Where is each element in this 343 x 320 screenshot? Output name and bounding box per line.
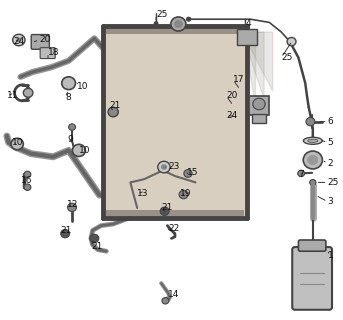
Text: 21: 21	[91, 242, 102, 251]
FancyBboxPatch shape	[103, 26, 247, 218]
Circle shape	[158, 161, 170, 173]
FancyBboxPatch shape	[106, 27, 244, 34]
Polygon shape	[204, 32, 247, 155]
Text: 10: 10	[77, 82, 89, 91]
Circle shape	[62, 77, 75, 90]
Polygon shape	[238, 32, 247, 123]
Polygon shape	[247, 32, 256, 107]
Text: 20: 20	[39, 36, 51, 44]
Text: 12: 12	[67, 200, 78, 209]
Ellipse shape	[304, 137, 322, 144]
Text: 16: 16	[21, 176, 32, 185]
FancyBboxPatch shape	[252, 114, 266, 123]
Text: 21: 21	[110, 101, 121, 110]
Text: 21: 21	[161, 204, 173, 212]
Text: 22: 22	[168, 224, 179, 233]
Text: 23: 23	[168, 162, 179, 171]
Text: 25: 25	[328, 178, 339, 187]
Circle shape	[307, 155, 318, 165]
Text: 7: 7	[298, 170, 304, 179]
Circle shape	[68, 203, 76, 212]
Circle shape	[298, 170, 305, 177]
Text: 24: 24	[14, 37, 25, 46]
Text: 14: 14	[168, 290, 179, 299]
Circle shape	[287, 37, 296, 46]
Ellipse shape	[308, 139, 318, 142]
Circle shape	[13, 34, 25, 46]
Text: 20: 20	[226, 92, 238, 100]
Text: 1: 1	[328, 252, 333, 260]
Circle shape	[23, 88, 33, 97]
FancyBboxPatch shape	[298, 240, 326, 251]
Text: 9: 9	[67, 135, 73, 144]
Circle shape	[310, 180, 316, 185]
Circle shape	[174, 20, 183, 28]
Circle shape	[161, 164, 167, 170]
Circle shape	[253, 98, 265, 110]
Circle shape	[186, 17, 191, 22]
Polygon shape	[178, 32, 240, 179]
Text: 19: 19	[180, 189, 192, 198]
Circle shape	[303, 151, 322, 169]
Polygon shape	[247, 32, 264, 99]
Polygon shape	[230, 32, 247, 131]
Text: 15: 15	[187, 168, 199, 177]
Circle shape	[11, 138, 23, 150]
Text: 5: 5	[328, 138, 333, 147]
Text: 8: 8	[65, 93, 71, 102]
Circle shape	[154, 21, 158, 26]
Circle shape	[108, 107, 118, 117]
Polygon shape	[187, 32, 247, 171]
Circle shape	[24, 171, 31, 178]
Circle shape	[171, 17, 186, 31]
Circle shape	[69, 124, 75, 130]
FancyBboxPatch shape	[40, 48, 55, 59]
Circle shape	[24, 184, 31, 190]
Circle shape	[16, 37, 22, 43]
Circle shape	[184, 170, 192, 177]
Polygon shape	[196, 32, 247, 163]
Polygon shape	[213, 32, 247, 147]
Text: 10: 10	[79, 146, 91, 155]
Circle shape	[179, 190, 188, 199]
Text: 25: 25	[281, 53, 293, 62]
Text: 11: 11	[7, 92, 19, 100]
Text: 21: 21	[60, 226, 71, 235]
Polygon shape	[247, 32, 273, 91]
FancyBboxPatch shape	[31, 35, 49, 49]
FancyBboxPatch shape	[249, 96, 269, 115]
Text: 17: 17	[233, 76, 245, 84]
Circle shape	[90, 234, 99, 243]
Text: 18: 18	[48, 48, 60, 57]
Text: 24: 24	[226, 111, 238, 120]
Text: 13: 13	[137, 189, 149, 198]
Polygon shape	[221, 32, 247, 139]
Text: 25: 25	[156, 10, 167, 19]
Circle shape	[160, 207, 169, 215]
Circle shape	[162, 298, 169, 304]
Circle shape	[72, 144, 85, 156]
Text: 4: 4	[245, 20, 251, 28]
FancyBboxPatch shape	[106, 210, 244, 216]
FancyBboxPatch shape	[237, 29, 257, 45]
Circle shape	[61, 229, 70, 238]
Text: 6: 6	[328, 117, 333, 126]
Text: 2: 2	[328, 159, 333, 168]
Text: 10: 10	[12, 138, 24, 147]
Text: 3: 3	[328, 197, 333, 206]
Circle shape	[306, 117, 315, 126]
FancyBboxPatch shape	[292, 247, 332, 310]
